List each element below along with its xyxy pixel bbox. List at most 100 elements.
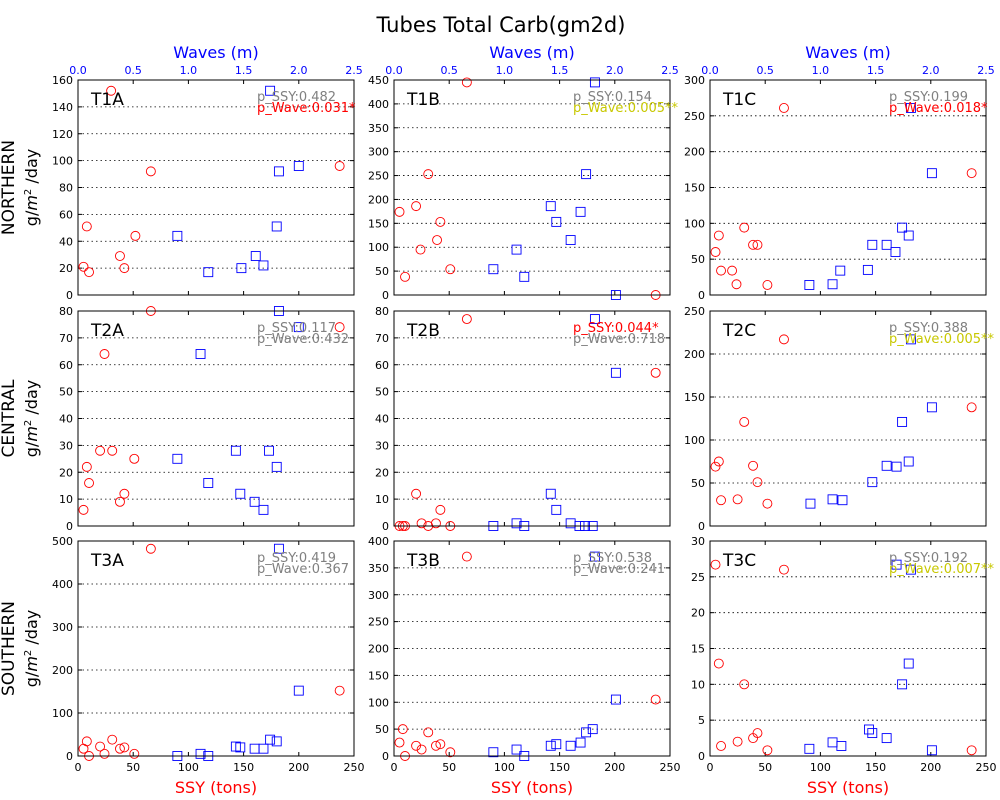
ssy-point: [461, 314, 472, 325]
wave-point: [926, 402, 937, 413]
wave-point: [235, 488, 246, 499]
wave-point: [891, 461, 902, 472]
top-x-tick-label: 0.5: [124, 64, 142, 77]
ssy-point: [748, 239, 759, 250]
ssy-point: [445, 264, 456, 275]
ssy-point: [710, 461, 721, 472]
wave-point: [511, 518, 522, 529]
wave-point: [488, 747, 499, 758]
p-wave-text: p_Wave:0.367: [257, 562, 349, 577]
p-wave-text: p_Wave:0.005**: [573, 101, 679, 116]
ssy-point: [710, 559, 721, 570]
ssy-point: [748, 460, 759, 471]
wave-point: [867, 728, 878, 739]
p-wave-text: p_Wave:0.432: [257, 332, 349, 347]
y-tick-label: 5: [698, 714, 705, 727]
panel-t2b: 0 10 20 30 40 50 60 70 80 T2B p_SSY:0.044*p_Wave:0…: [375, 305, 671, 533]
y-tick-label: 50: [375, 265, 389, 278]
y-tick-label: 100: [368, 241, 389, 254]
ssy-point: [394, 737, 405, 748]
ssy-point: [752, 728, 763, 739]
ssy-point: [713, 456, 724, 467]
y-tick-label: 450: [368, 74, 389, 87]
wave-point: [488, 264, 499, 275]
top-x-tick-label: 2.5: [977, 64, 995, 77]
top-axis-label: Waves (m): [173, 43, 258, 62]
p-ssy-text: p_SSY:0.482: [257, 90, 336, 105]
y-tick-label: 160: [52, 74, 73, 87]
top-x-tick-label: 1.0: [180, 64, 198, 77]
ssy-point: [115, 251, 125, 261]
p-wave-text: p_Wave:0.031*: [257, 101, 356, 116]
y-tick-label: 50: [691, 477, 705, 490]
top-x-tick-label: 1.0: [496, 64, 514, 77]
y-tick-label: 10: [59, 493, 73, 506]
ssy-point: [713, 230, 724, 241]
y-tick-label: 150: [368, 217, 389, 230]
y-unit-label: g/m2 /day: [22, 149, 41, 226]
ssy-point: [779, 564, 789, 575]
ssy-point: [431, 518, 441, 529]
ssy-point: [145, 166, 156, 177]
bottom-axis-label: SSY (tons): [175, 778, 257, 797]
wave-point: [862, 264, 873, 275]
wave-point: [903, 456, 914, 467]
wave-point: [565, 235, 576, 246]
top-axis-label: Waves (m): [489, 43, 574, 62]
wave-point: [575, 737, 586, 748]
y-tick-label: 30: [375, 439, 389, 452]
p-ssy-text: p_SSY:0.199: [889, 90, 968, 105]
plot-points: [710, 559, 977, 756]
p-wave-text: p_Wave:0.241: [573, 562, 665, 577]
top-x-tick-label: 1.5: [867, 64, 885, 77]
top-x-tick-label: 0.0: [69, 64, 87, 77]
p-wave-text: p_Wave:0.718: [573, 332, 665, 347]
ssy-point: [129, 453, 140, 464]
ssy-point: [411, 201, 422, 212]
top-x-tick-label: 1.0: [812, 64, 830, 77]
ssy-point: [107, 734, 118, 745]
ssy-point: [431, 740, 441, 751]
panel-t2c: 0 50 100 150 200 250 T2C p_SSY:0.388p_Wave:0.00…: [684, 305, 995, 533]
x-tick-label: 0: [391, 761, 398, 774]
ssy-point: [119, 742, 130, 753]
wave-point: [271, 736, 282, 747]
y-tick-label: 50: [691, 253, 705, 266]
y-tick-label: 350: [368, 562, 389, 575]
wave-point: [897, 416, 908, 427]
y-tick-label: 20: [375, 466, 389, 479]
y-tick-label: 250: [684, 110, 705, 123]
y-tick-label: 140: [52, 101, 73, 114]
y-tick-label: 0: [698, 289, 705, 302]
wave-point: [897, 679, 908, 690]
top-axis-label: Waves (m): [805, 43, 890, 62]
wave-point: [293, 161, 304, 171]
x-tick-label: 200: [288, 761, 309, 774]
y-tick-label: 200: [368, 643, 389, 656]
ssy-point: [423, 169, 434, 180]
y-tick-label: 200: [368, 193, 389, 206]
row-label: CENTRAL: [0, 379, 19, 457]
ssy-point: [397, 724, 408, 735]
wave-point: [250, 251, 261, 261]
wave-point: [881, 733, 892, 744]
ssy-point: [334, 161, 345, 171]
ssy-point: [727, 265, 738, 276]
ssy-point: [95, 445, 106, 456]
x-tick-label: 100: [810, 761, 831, 774]
ssy-point: [99, 748, 110, 759]
y-tick-label: 50: [59, 386, 73, 399]
wave-point: [195, 748, 206, 759]
wave-point: [565, 740, 576, 751]
wave-point: [172, 230, 183, 241]
y-tick-label: 100: [368, 696, 389, 709]
wave-point: [271, 461, 282, 472]
wave-point: [264, 445, 274, 456]
y-tick-label: 250: [368, 616, 389, 629]
wave-point: [249, 743, 260, 754]
y-tick-label: 200: [52, 664, 73, 677]
y-tick-label: 400: [368, 535, 389, 548]
ssy-point: [84, 267, 94, 278]
ssy-point: [423, 727, 434, 738]
wave-point: [837, 495, 848, 506]
